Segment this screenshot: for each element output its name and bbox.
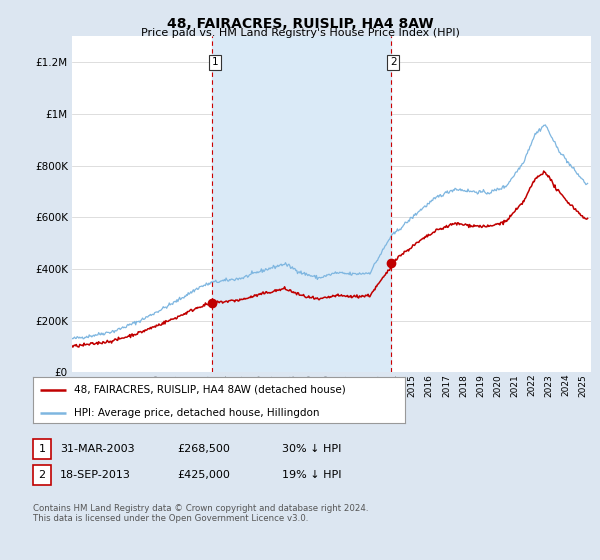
Text: 19% ↓ HPI: 19% ↓ HPI bbox=[282, 470, 341, 480]
Text: 48, FAIRACRES, RUISLIP, HA4 8AW: 48, FAIRACRES, RUISLIP, HA4 8AW bbox=[167, 17, 433, 31]
Text: 1: 1 bbox=[38, 444, 46, 454]
Text: £425,000: £425,000 bbox=[177, 470, 230, 480]
Text: 18-SEP-2013: 18-SEP-2013 bbox=[60, 470, 131, 480]
Text: 31-MAR-2003: 31-MAR-2003 bbox=[60, 444, 134, 454]
Text: 2: 2 bbox=[390, 57, 397, 67]
Text: 48, FAIRACRES, RUISLIP, HA4 8AW (detached house): 48, FAIRACRES, RUISLIP, HA4 8AW (detache… bbox=[74, 385, 346, 395]
Text: Contains HM Land Registry data © Crown copyright and database right 2024.
This d: Contains HM Land Registry data © Crown c… bbox=[33, 504, 368, 524]
Text: Price paid vs. HM Land Registry's House Price Index (HPI): Price paid vs. HM Land Registry's House … bbox=[140, 28, 460, 38]
Text: 1: 1 bbox=[212, 57, 218, 67]
Text: 30% ↓ HPI: 30% ↓ HPI bbox=[282, 444, 341, 454]
Text: £268,500: £268,500 bbox=[177, 444, 230, 454]
Text: 2: 2 bbox=[38, 470, 46, 480]
Text: HPI: Average price, detached house, Hillingdon: HPI: Average price, detached house, Hill… bbox=[74, 408, 319, 418]
Bar bbox=[212, 36, 391, 372]
